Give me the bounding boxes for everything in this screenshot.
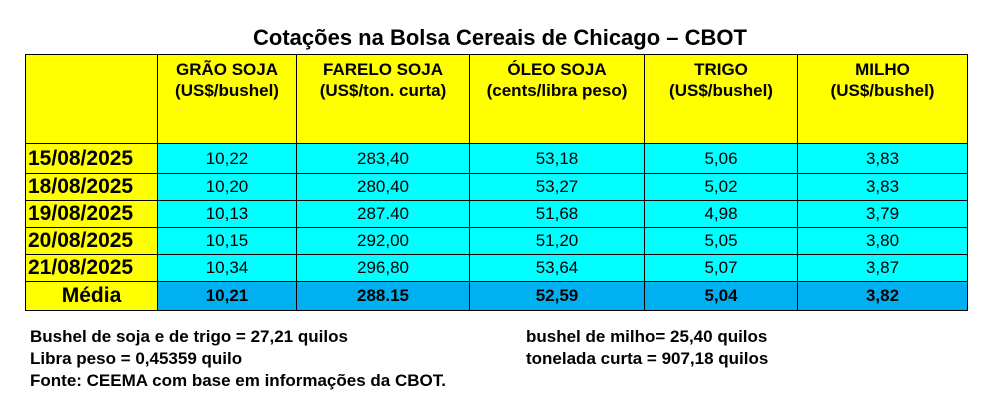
average-cell: 3,82 [797, 281, 968, 311]
table-row: 21/08/2025 10,34 296,80 53,64 5,07 3,87 [25, 254, 968, 282]
average-row: Média 10,21 288.15 52,59 5,04 3,82 [25, 281, 968, 311]
value-cell: 5,06 [644, 143, 798, 174]
value-cell: 283,40 [296, 143, 470, 174]
value-cell: 10,15 [157, 227, 297, 255]
date-cell: 20/08/2025 [25, 227, 158, 255]
average-cell: 10,21 [157, 281, 297, 311]
note-soy-wheat-bushel: Bushel de soja e de trigo = 27,21 quilos [30, 327, 348, 346]
value-cell: 3,83 [797, 173, 968, 201]
column-name: GRÃO SOJA [175, 60, 279, 79]
date-cell: 21/08/2025 [25, 254, 158, 282]
column-unit: (US$/ton. curta) [319, 81, 447, 100]
value-cell: 4,98 [644, 200, 798, 228]
column-name: FARELO SOJA [323, 60, 443, 79]
value-cell: 53,64 [469, 254, 645, 282]
value-cell: 292,00 [296, 227, 470, 255]
average-cell: 288.15 [296, 281, 470, 311]
value-cell: 287.40 [296, 200, 470, 228]
header-cell: MILHO (US$/bushel) [797, 54, 968, 144]
column-unit: (US$/bushel) [830, 81, 935, 100]
value-cell: 3,87 [797, 254, 968, 282]
value-cell: 3,79 [797, 200, 968, 228]
column-unit: (cents/libra peso) [486, 81, 628, 100]
table-row: 20/08/2025 10,15 292,00 51,20 5,05 3,80 [25, 227, 968, 255]
value-cell: 10,13 [157, 200, 297, 228]
table-row: 15/08/2025 10,22 283,40 53,18 5,06 3,83 [25, 143, 968, 174]
header-cell: FARELO SOJA (US$/ton. curta) [296, 54, 470, 144]
value-cell: 5,05 [644, 227, 798, 255]
note-pound: Libra peso = 0,45359 quilo [30, 349, 243, 368]
date-cell: 15/08/2025 [25, 143, 158, 174]
table-row: 19/08/2025 10,13 287.40 51,68 4,98 3,79 [25, 200, 968, 228]
value-cell: 5,02 [644, 173, 798, 201]
column-name: TRIGO [694, 60, 748, 79]
average-cell: 5,04 [644, 281, 798, 311]
value-cell: 3,83 [797, 143, 968, 174]
header-cell: TRIGO (US$/bushel) [644, 54, 798, 144]
column-name: ÓLEO SOJA [507, 60, 607, 79]
value-cell: 10,34 [157, 254, 297, 282]
column-name: MILHO [855, 60, 910, 79]
value-cell: 280,40 [296, 173, 470, 201]
header-cell: ÓLEO SOJA (cents/libra peso) [469, 54, 645, 144]
value-cell: 53,18 [469, 143, 645, 174]
column-unit: (US$/bushel) [669, 81, 773, 100]
average-label: Média [25, 281, 158, 311]
value-cell: 10,20 [157, 173, 297, 201]
header-cell: GRÃO SOJA (US$/bushel) [157, 54, 297, 144]
header-date-cell [25, 54, 158, 144]
value-cell: 51,20 [469, 227, 645, 255]
note-corn-bushel: bushel de milho= 25,40 quilos [526, 327, 768, 346]
value-cell: 10,22 [157, 143, 297, 174]
table-title: Cotações na Bolsa Cereais de Chicago – C… [253, 25, 747, 50]
note-source: Fonte: CEEMA com base em informações da … [30, 371, 446, 390]
value-cell: 3,80 [797, 227, 968, 255]
note-short-ton: tonelada curta = 907,18 quilos [526, 349, 769, 368]
value-cell: 296,80 [296, 254, 470, 282]
column-unit: (US$/bushel) [175, 81, 279, 100]
value-cell: 53,27 [469, 173, 645, 201]
header-row: GRÃO SOJA (US$/bushel) FARELO SOJA (US$/to… [25, 54, 968, 144]
value-cell: 51,68 [469, 200, 645, 228]
average-cell: 52,59 [469, 281, 645, 311]
value-cell: 5,07 [644, 254, 798, 282]
quotes-table: GRÃO SOJA (US$/bushel) FARELO SOJA (US$/to… [25, 54, 968, 311]
table-row: 18/08/2025 10,20 280,40 53,27 5,02 3,83 [25, 173, 968, 201]
date-cell: 19/08/2025 [25, 200, 158, 228]
date-cell: 18/08/2025 [25, 173, 158, 201]
